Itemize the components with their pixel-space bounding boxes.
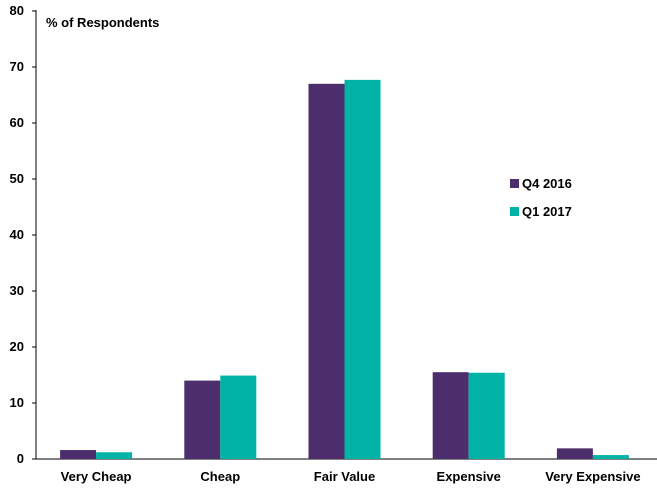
x-tick-label: Expensive bbox=[437, 469, 501, 484]
bar-q1-2017-fair-value bbox=[344, 79, 381, 459]
y-tick-label: 60 bbox=[10, 115, 24, 130]
y-axis-title: % of Respondents bbox=[46, 15, 159, 30]
y-tick-label: 70 bbox=[10, 59, 24, 74]
y-tick-label: 30 bbox=[10, 283, 24, 298]
bar-q4-2016-fair-value bbox=[308, 83, 345, 460]
x-tick-label: Very Expensive bbox=[545, 469, 640, 484]
legend-label: Q4 2016 bbox=[522, 176, 572, 191]
legend: Q4 2016 Q1 2017 bbox=[510, 176, 572, 219]
y-tick-label: 40 bbox=[10, 227, 24, 242]
y-tick-label: 10 bbox=[10, 395, 24, 410]
y-tick-label: 0 bbox=[17, 451, 24, 466]
x-tick-label: Very Cheap bbox=[61, 469, 132, 484]
bar-q4-2016-cheap bbox=[184, 380, 221, 459]
bar-q1-2017-cheap bbox=[220, 375, 257, 459]
y-tick-label: 80 bbox=[10, 3, 24, 18]
legend-swatch bbox=[510, 207, 519, 216]
x-axis-labels: Very Cheap Cheap Fair Value Expensive Very E… bbox=[61, 469, 641, 484]
x-tick-label: Cheap bbox=[200, 469, 240, 484]
bar-q1-2017-expensive bbox=[468, 372, 505, 459]
y-tick-label: 50 bbox=[10, 171, 24, 186]
y-tick-label: 20 bbox=[10, 339, 24, 354]
legend-label: Q1 2017 bbox=[522, 204, 572, 219]
bar-q1-2017-very-expensive bbox=[592, 455, 629, 459]
bar-q4-2016-very-expensive bbox=[556, 448, 593, 459]
legend-swatch bbox=[510, 179, 519, 188]
bar-q4-2016-expensive bbox=[432, 372, 469, 459]
bar-q4-2016-very-cheap bbox=[60, 450, 97, 459]
y-axis-ticks: 0 10 20 30 40 50 60 70 80 bbox=[10, 3, 36, 466]
bars-group bbox=[60, 79, 629, 460]
bar-q1-2017-very-cheap bbox=[96, 452, 133, 459]
x-tick-label: Fair Value bbox=[314, 469, 375, 484]
